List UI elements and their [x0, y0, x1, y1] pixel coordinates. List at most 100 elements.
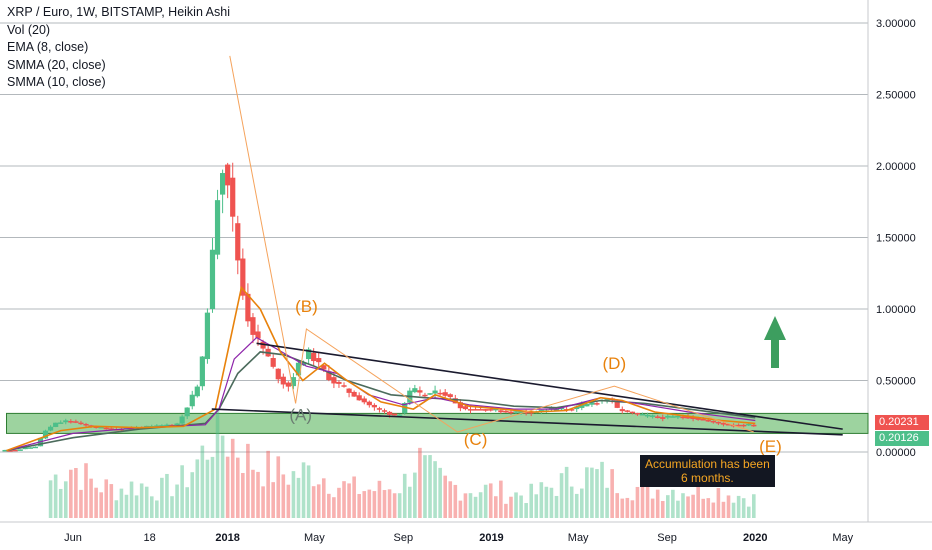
volume-bar-59 — [347, 483, 351, 518]
volume-bar-37 — [235, 457, 240, 518]
volume-bar-101 — [559, 473, 564, 518]
candle-body-65 — [331, 377, 337, 384]
candle-body-92 — [467, 409, 474, 411]
volume-bar-112 — [615, 493, 620, 518]
candle-body-6 — [32, 446, 39, 449]
candle-body-119 — [604, 399, 610, 401]
volume-bar-23 — [165, 473, 169, 518]
candle-body-130 — [660, 417, 666, 419]
candle-body-37 — [189, 394, 195, 407]
price-axis[interactable]: 3.00000 2.50000 2.00000 1.50000 1.00000 0.500… — [876, 18, 916, 459]
volume-bar-58 — [342, 481, 346, 518]
candle-body-129 — [655, 416, 661, 418]
volume-bar-136 — [736, 495, 741, 518]
candle-body-70 — [356, 395, 362, 401]
candle-body-60 — [306, 349, 312, 360]
volume-bar-57 — [337, 487, 341, 518]
volume-bar-73 — [418, 447, 422, 518]
volume-bar-106 — [585, 467, 589, 518]
wave-path — [229, 55, 754, 433]
volume-bar-27 — [185, 487, 189, 518]
candle-body-93 — [472, 409, 479, 411]
volume-bar-117 — [640, 480, 645, 518]
candle-body-4 — [22, 447, 28, 450]
indicator-vol[interactable]: Vol (20) — [7, 22, 51, 37]
note-line-1: Accumulation has been — [645, 457, 770, 471]
volume-bar-33 — [215, 408, 220, 518]
candle-body-2 — [12, 449, 18, 452]
indicator-ema[interactable]: EMA (8, close) — [7, 40, 89, 54]
candle-body-84 — [427, 393, 433, 395]
volume-bar-54 — [321, 478, 326, 518]
price-tick-label-5: 0.50000 — [876, 376, 916, 388]
trendline-upper — [256, 342, 843, 430]
candle-body-137 — [695, 418, 701, 420]
candle-body-125 — [634, 412, 641, 415]
candle-body-45 — [230, 177, 236, 217]
up-arrow-icon — [764, 316, 786, 368]
volume-bar-89 — [499, 480, 503, 518]
candle-body-57 — [290, 377, 297, 387]
smma-20-line — [6, 351, 756, 452]
candle-body-0 — [2, 449, 8, 452]
volume-bar-55 — [327, 493, 331, 518]
candle-body-115 — [584, 403, 590, 407]
candle-body-28 — [144, 425, 150, 428]
volume-bar-6 — [79, 489, 83, 518]
candle-body-30 — [154, 425, 160, 427]
volume-bar-46 — [281, 474, 286, 518]
wave-label-a: (A) — [289, 406, 312, 425]
candle-body-81 — [412, 388, 418, 393]
volume-bar-134 — [726, 495, 731, 518]
indicator-smma-10[interactable]: SMMA (10, close) — [7, 75, 106, 89]
candle-body-135 — [685, 416, 691, 419]
volume-bar-91 — [509, 496, 513, 518]
candle-body-126 — [639, 413, 646, 416]
volume-bar-76 — [433, 461, 437, 518]
candle-body-1 — [7, 450, 13, 452]
candle-body-79 — [402, 403, 408, 414]
candle-body-67 — [341, 385, 347, 387]
volume-bar-49 — [296, 477, 301, 518]
candle-body-40 — [204, 312, 211, 360]
volume-bar-83 — [468, 493, 473, 518]
volume-bar-16 — [129, 481, 134, 518]
volume-bar-133 — [721, 501, 726, 518]
candle-body-99 — [503, 410, 509, 413]
time-axis[interactable]: Jun 18 2018 May Sep 2019 May Sep 2020 May — [64, 532, 853, 544]
candle-body-73 — [371, 404, 377, 408]
candle-body-10 — [53, 422, 59, 427]
volume-bar-19 — [144, 486, 149, 518]
chart-title[interactable]: XRP / Euro, 1W, BITSTAMP, Heikin Ashi — [7, 5, 230, 19]
candle-body-53 — [270, 358, 276, 367]
indicator-smma-20[interactable]: SMMA (20, close) — [7, 57, 106, 72]
candle-body-128 — [650, 415, 656, 417]
volume-bar-66 — [382, 490, 387, 518]
candle-body-18 — [93, 426, 99, 428]
candle-body-87 — [442, 392, 448, 396]
candle-body-134 — [680, 416, 686, 419]
candle-body-46 — [235, 223, 241, 261]
candle-body-103 — [523, 411, 529, 414]
candle-body-132 — [670, 416, 676, 418]
candle-body-13 — [68, 421, 74, 423]
candle-body-127 — [644, 414, 651, 417]
candle-body-34 — [174, 423, 180, 425]
volume-bar-113 — [620, 498, 625, 518]
volume-bar-67 — [387, 489, 392, 518]
volume-bar-119 — [650, 498, 655, 518]
candle-body-86 — [437, 392, 443, 395]
candle-body-78 — [397, 414, 403, 417]
volume-bar-124 — [676, 500, 680, 518]
time-tick-label-9: May — [832, 532, 853, 544]
volume-bar-79 — [448, 481, 453, 518]
candle-body-76 — [386, 411, 393, 415]
candle-body-139 — [705, 419, 711, 422]
candle-body-122 — [619, 409, 625, 412]
candle-body-147 — [746, 423, 752, 426]
arrow-shape — [764, 316, 786, 368]
volume-bar-22 — [160, 477, 164, 518]
volume-bar-103 — [569, 486, 574, 518]
candle-body-64 — [326, 371, 332, 381]
